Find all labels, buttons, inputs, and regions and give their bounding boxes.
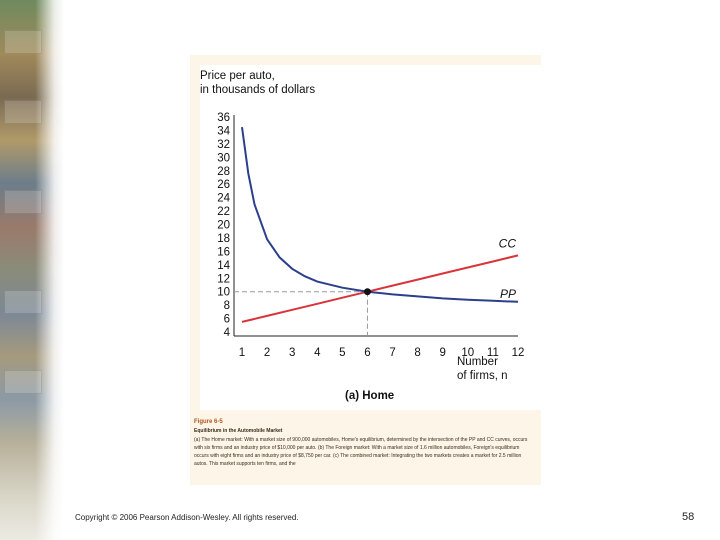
y-tick-label: 8 [224,300,230,312]
series-label-cc: CC [499,236,517,250]
y-axis-label-line-2: in thousands of dollars [200,84,315,96]
y-tick-label: 20 [217,220,230,232]
x-tick-label: 1 [239,347,245,359]
equilibrium-chart: Price per auto, in thousands of dollars … [200,70,525,402]
x-tick-label: 12 [512,347,525,359]
y-tick-label: 32 [217,139,230,151]
x-tick-label: 3 [289,347,295,359]
y-tick-label: 36 [217,112,230,124]
y-tick-label: 22 [217,206,230,218]
x-tick-label: 9 [440,347,446,359]
caption-body: (a) The Home market: With a market size … [194,437,528,467]
equilibrium-point [363,288,371,296]
x-axis-label: Number of firms, n [457,356,507,382]
y-tick-label: 26 [217,179,230,191]
series-label-pp: PP [500,287,516,301]
x-tick-label: 6 [364,347,370,359]
x-tick-label: 8 [414,347,420,359]
series-line-cc [241,254,519,323]
y-tick-label: 10 [217,287,230,299]
photo-tile [4,100,42,124]
x-tick-label: 11 [487,347,499,359]
photo-tile [4,190,42,214]
y-tick-label: 24 [217,193,230,205]
y-tick-label: 30 [217,152,230,164]
equilibrium-guides [234,291,368,336]
x-tick-label: 4 [314,347,321,359]
figure-caption: Figure 6-5 Equilibrium in the Automobile… [194,417,534,485]
photo-tile [4,370,42,394]
caption-title: Equilibrium in the Automobile Market [194,428,283,434]
x-tick-label: 5 [339,347,345,359]
y-tick-label: 28 [217,166,230,178]
y-tick-label: 6 [224,314,230,326]
x-tick-label: 7 [389,347,395,359]
panel-label: (a) Home [345,390,394,402]
y-tick-label: 34 [217,125,230,137]
series-line-pp [241,126,519,303]
decorative-photo-strip [0,0,64,540]
plot-area: Price per auto, in thousands of dollars … [200,65,541,410]
y-tick-label: 4 [224,327,231,339]
y-tick-label: 14 [217,260,230,272]
series-layer: CC PP [241,126,519,323]
y-tick-label: 18 [217,233,230,245]
y-tick-label: 12 [217,273,230,285]
x-tick-label: 2 [264,347,270,359]
x-tick-label: 10 [461,347,474,359]
x-axis-ticks: 1 2 3 4 5 6 7 8 9 10 11 12 [239,347,525,359]
figure-panel: Price per auto, in thousands of dollars … [190,55,541,485]
y-axis-label-line-1: Price per auto, [200,70,275,82]
photo-tile [4,290,42,314]
x-axis-label-line-1: Number [457,356,498,368]
photo-tile [4,30,42,54]
copyright-notice: Copyright © 2006 Pearson Addison-Wesley.… [75,513,299,522]
page-number: 58 [682,511,695,523]
caption-figure-label: Figure 6-5 [194,419,223,425]
y-tick-label: 16 [217,246,230,258]
x-axis-label-line-2: of firms, n [457,370,507,382]
y-axis-label: Price per auto, in thousands of dollars [200,70,315,96]
